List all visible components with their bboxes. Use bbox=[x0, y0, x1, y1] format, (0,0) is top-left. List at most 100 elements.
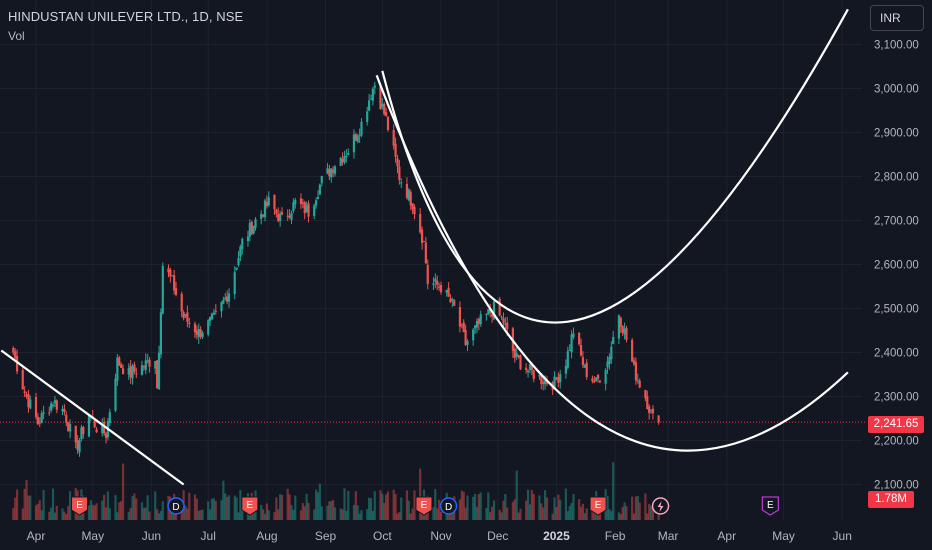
candle-body bbox=[559, 373, 562, 383]
earnings-marker: E bbox=[71, 496, 89, 516]
price-tick-label: 2,900.00 bbox=[874, 128, 919, 140]
candle-body bbox=[144, 360, 147, 370]
price-tick-label: 2,300.00 bbox=[874, 392, 919, 404]
last-volume-label: 1.78M bbox=[868, 491, 914, 508]
time-tick-label: Apr bbox=[717, 529, 736, 543]
candle-body bbox=[118, 357, 121, 366]
candle-body bbox=[347, 153, 350, 155]
candle-body bbox=[432, 283, 435, 285]
volume-bar bbox=[424, 513, 427, 520]
candle-body bbox=[411, 203, 414, 210]
candle-body bbox=[519, 355, 522, 370]
candle-body bbox=[595, 377, 598, 382]
candle-body bbox=[445, 289, 448, 293]
candle-body bbox=[210, 313, 214, 320]
volume-bar bbox=[140, 502, 144, 520]
volume-bar bbox=[464, 507, 467, 520]
candle-body bbox=[129, 365, 132, 378]
volume-bar bbox=[159, 510, 163, 520]
volume-bar bbox=[490, 506, 494, 520]
drawings bbox=[0, 8, 849, 486]
candle-body bbox=[226, 296, 229, 302]
candle-body bbox=[498, 298, 501, 316]
candle-body bbox=[80, 427, 83, 440]
time-tick-label: Mar bbox=[658, 529, 679, 543]
candle-body bbox=[621, 326, 624, 333]
volume-bar bbox=[352, 504, 356, 520]
price-tick-label: 3,000.00 bbox=[874, 84, 919, 96]
volume-bar bbox=[356, 505, 359, 520]
volume-bar bbox=[341, 509, 344, 520]
volume-bar bbox=[15, 489, 19, 520]
volume-bar bbox=[608, 508, 611, 520]
candle-body bbox=[78, 440, 81, 453]
volume-bar bbox=[506, 507, 509, 520]
candle-body bbox=[606, 361, 609, 368]
volume-bar bbox=[260, 504, 263, 520]
volume-bar bbox=[479, 492, 482, 520]
volume-bar bbox=[438, 499, 441, 520]
candle-body bbox=[288, 215, 291, 218]
volume-bar bbox=[135, 498, 138, 520]
volume-bar bbox=[226, 496, 229, 520]
volume-bar bbox=[227, 495, 231, 520]
dividend-badge bbox=[439, 497, 458, 515]
volume-bar bbox=[581, 503, 585, 520]
volume-bar bbox=[299, 510, 303, 520]
candle-body bbox=[506, 322, 509, 330]
volume-bar bbox=[273, 512, 276, 520]
volume-bar bbox=[572, 494, 575, 520]
candle-body bbox=[133, 364, 136, 372]
currency-button[interactable]: INR bbox=[870, 5, 924, 31]
candle-body bbox=[254, 219, 257, 228]
volume-bar bbox=[621, 506, 624, 520]
candle-body bbox=[379, 85, 382, 110]
candle-body bbox=[305, 205, 308, 213]
candle-body bbox=[367, 100, 371, 111]
volume-bar bbox=[199, 510, 202, 520]
time-tick-label: Oct bbox=[373, 529, 392, 543]
lightning-icon bbox=[657, 501, 664, 512]
candle-body bbox=[593, 380, 596, 383]
candle-body bbox=[396, 158, 399, 167]
candle-body bbox=[398, 166, 401, 180]
candle-body bbox=[184, 314, 187, 316]
volume-bar bbox=[551, 513, 554, 520]
candle-body bbox=[104, 433, 108, 438]
volume-bar bbox=[405, 490, 409, 520]
volume-bar bbox=[197, 511, 200, 520]
volume-bar bbox=[606, 495, 609, 520]
candle-body bbox=[453, 300, 456, 306]
price-tick-label: 2,200.00 bbox=[874, 436, 919, 448]
candle-body bbox=[301, 202, 304, 204]
candle-body bbox=[290, 213, 293, 221]
volume-bar bbox=[436, 508, 439, 520]
candle-body bbox=[394, 143, 397, 157]
volume-bar bbox=[610, 511, 613, 520]
candle-body bbox=[646, 396, 649, 410]
volume-bar bbox=[50, 507, 53, 520]
candle-body bbox=[51, 404, 55, 407]
volume-bar bbox=[87, 505, 91, 520]
candle-body bbox=[339, 157, 342, 166]
candle-body bbox=[25, 394, 28, 397]
volume-bar bbox=[570, 502, 573, 520]
time-tick-label: Apr bbox=[27, 529, 46, 543]
volume-bar bbox=[53, 512, 57, 520]
candle-body bbox=[169, 269, 172, 277]
volume-bar bbox=[63, 511, 66, 520]
candle-body bbox=[420, 229, 424, 243]
candle-body bbox=[542, 382, 545, 385]
candle-body bbox=[199, 329, 202, 337]
volume-bar bbox=[511, 501, 515, 520]
candle-body bbox=[538, 374, 541, 377]
volume-bar bbox=[294, 495, 297, 520]
candle-body bbox=[313, 205, 316, 217]
earnings-marker: E bbox=[415, 496, 433, 516]
candle-body bbox=[553, 376, 556, 389]
candle-body bbox=[610, 346, 613, 360]
volume-bar bbox=[142, 507, 145, 520]
candle-body bbox=[526, 370, 530, 373]
